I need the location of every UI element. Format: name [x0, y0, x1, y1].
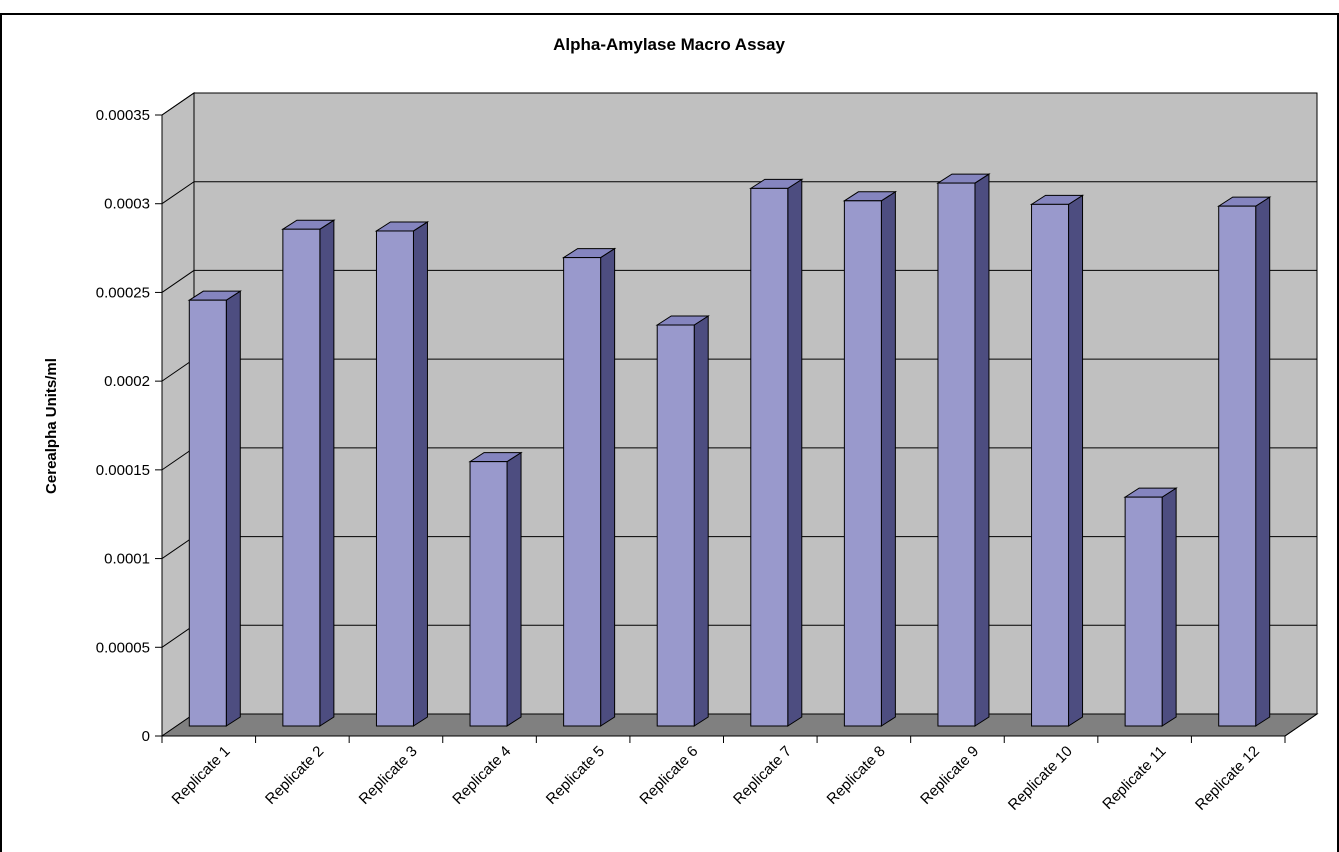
y-tick-label: 0.00025: [96, 284, 150, 301]
bar-front-face: [937, 182, 976, 727]
bar: [1123, 487, 1178, 727]
bar-side-face: [506, 451, 522, 727]
bar: [1217, 196, 1272, 727]
bar: [655, 315, 710, 727]
y-axis-title: Cerealpha Units/ml: [43, 358, 60, 494]
bar: [749, 178, 804, 727]
chart-title: Alpha-Amylase Macro Assay: [553, 35, 785, 54]
bar-side-face: [787, 178, 803, 727]
bar: [374, 221, 430, 727]
bar: [187, 290, 242, 727]
bar-side-face: [693, 315, 709, 727]
bar-front-face: [469, 461, 508, 727]
bar-front-face: [188, 299, 227, 727]
bar-side-face: [319, 219, 335, 727]
bar-side-face: [1255, 196, 1271, 727]
x-axis-depth-edge: [1284, 713, 1318, 737]
plot-area: 0 0.00005 0.0001 0.00015 0.0002 0.00025 0.0003…: [96, 92, 1319, 814]
bar-front-face: [375, 230, 414, 727]
y-tick-label: 0: [142, 728, 150, 745]
y-tick-label: 0.00035: [96, 107, 150, 124]
bar-side-face: [974, 173, 990, 727]
bar: [281, 219, 336, 727]
y-tick-label: 0.0003: [104, 196, 150, 213]
bar-side-face: [1068, 194, 1084, 727]
bar-front-face: [843, 200, 882, 727]
bar-front-face: [1218, 205, 1257, 727]
bar: [1029, 194, 1085, 727]
bar: [561, 247, 617, 727]
bar-side-face: [412, 221, 428, 727]
bar-side-face: [1161, 487, 1177, 727]
y-tick-label: 0.0001: [104, 551, 150, 568]
bar: [936, 173, 991, 727]
bar-front-face: [656, 324, 695, 727]
bar-side-face: [880, 190, 896, 727]
gridline: [161, 92, 1317, 116]
y-tick-label: 0.00015: [96, 462, 150, 479]
bar: [842, 190, 898, 727]
bar-front-face: [1124, 496, 1163, 727]
bar-front-face: [282, 228, 321, 727]
bar-front-face: [1031, 203, 1070, 727]
y-tick-label: 0.00005: [96, 639, 150, 656]
y-tick-label: 0.0002: [104, 373, 150, 390]
bar-front-face: [563, 257, 602, 727]
bar-side-face: [225, 290, 241, 727]
bar: [468, 451, 523, 727]
bar-side-face: [600, 247, 616, 727]
bar-front-face: [750, 187, 789, 727]
